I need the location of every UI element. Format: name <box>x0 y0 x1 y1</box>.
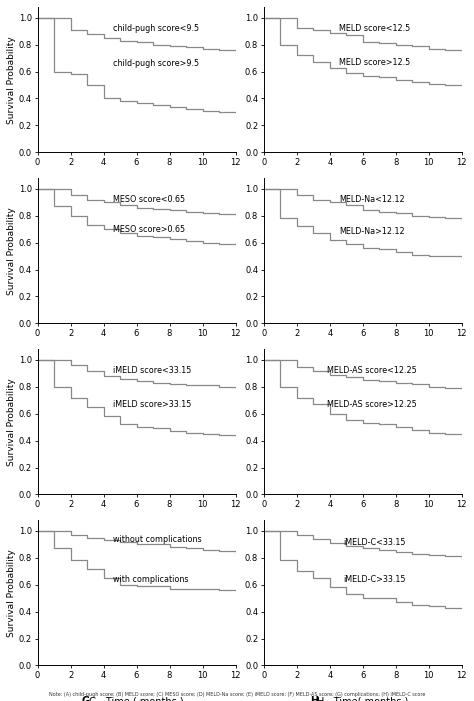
Y-axis label: Survival Probability: Survival Probability <box>7 207 16 294</box>
Text: B   Time ( months ): B Time ( months ) <box>316 183 410 193</box>
Text: iMELD-C>33.15: iMELD-C>33.15 <box>343 576 405 585</box>
X-axis label:   Time ( months ): Time ( months ) <box>0 700 1 701</box>
Y-axis label: Survival Probability: Survival Probability <box>7 378 16 465</box>
Text: B: B <box>308 183 315 193</box>
Y-axis label: Survival Probability: Survival Probability <box>7 36 16 123</box>
Text: with complications: with complications <box>113 576 188 585</box>
Text: A   Time ( months ): A Time ( months ) <box>90 183 183 193</box>
Text: C: C <box>82 354 89 364</box>
Text: iMELD score<33.15: iMELD score<33.15 <box>113 367 191 376</box>
Text: G   Time ( months ): G Time ( months ) <box>89 696 184 701</box>
Text: MELD-Na<12.12: MELD-Na<12.12 <box>339 196 405 205</box>
Text: without complications: without complications <box>113 535 201 544</box>
Text: child-pugh score<9.5: child-pugh score<9.5 <box>113 25 199 34</box>
Text: G: G <box>82 696 89 701</box>
Text: MELD score>12.5: MELD score>12.5 <box>339 57 410 67</box>
X-axis label:   Time( months ): Time( months ) <box>0 700 1 701</box>
Text: E   Time ( months ): E Time ( months ) <box>90 525 183 535</box>
Text: MESO score>0.65: MESO score>0.65 <box>113 224 185 233</box>
X-axis label:   Time ( months ): Time ( months ) <box>0 700 1 701</box>
Text: Note: (A) child-pugh score; (B) MELD score; (C) MESO score; (D) MELD-Na score; (: Note: (A) child-pugh score; (B) MELD sco… <box>49 693 425 697</box>
X-axis label:   Time ( months ): Time ( months ) <box>0 700 1 701</box>
X-axis label:   Time ( months ): Time ( months ) <box>0 700 1 701</box>
Text: H: H <box>310 696 319 701</box>
Text: MELD-AS score<12.25: MELD-AS score<12.25 <box>327 367 417 376</box>
Text: MELD score<12.5: MELD score<12.5 <box>339 25 410 34</box>
Text: MESO score<0.65: MESO score<0.65 <box>113 196 185 205</box>
X-axis label:   Time ( months ): Time ( months ) <box>0 700 1 701</box>
Text: H   Time( months ): H Time( months ) <box>317 696 409 701</box>
Text: child-pugh score>9.5: child-pugh score>9.5 <box>113 60 199 68</box>
Text: MELD-AS score>12.25: MELD-AS score>12.25 <box>327 400 417 409</box>
Text: A: A <box>82 183 89 193</box>
Text: iMELD-C<33.15: iMELD-C<33.15 <box>343 538 405 547</box>
X-axis label:   Time ( months ): Time ( months ) <box>0 700 1 701</box>
Text: C   Time ( months ): C Time ( months ) <box>90 354 183 364</box>
X-axis label:   Time ( months ): Time ( months ) <box>0 700 1 701</box>
Text: D: D <box>308 354 316 364</box>
Text: F: F <box>308 525 315 535</box>
Y-axis label: Survival Probability: Survival Probability <box>7 549 16 637</box>
Text: iMELD score>33.15: iMELD score>33.15 <box>113 400 191 409</box>
Text: F   Time ( months ): F Time ( months ) <box>317 525 409 535</box>
Text: D   Time ( months ): D Time ( months ) <box>315 354 410 364</box>
Text: MELD-Na>12.12: MELD-Na>12.12 <box>339 227 405 236</box>
Text: E: E <box>82 525 89 535</box>
